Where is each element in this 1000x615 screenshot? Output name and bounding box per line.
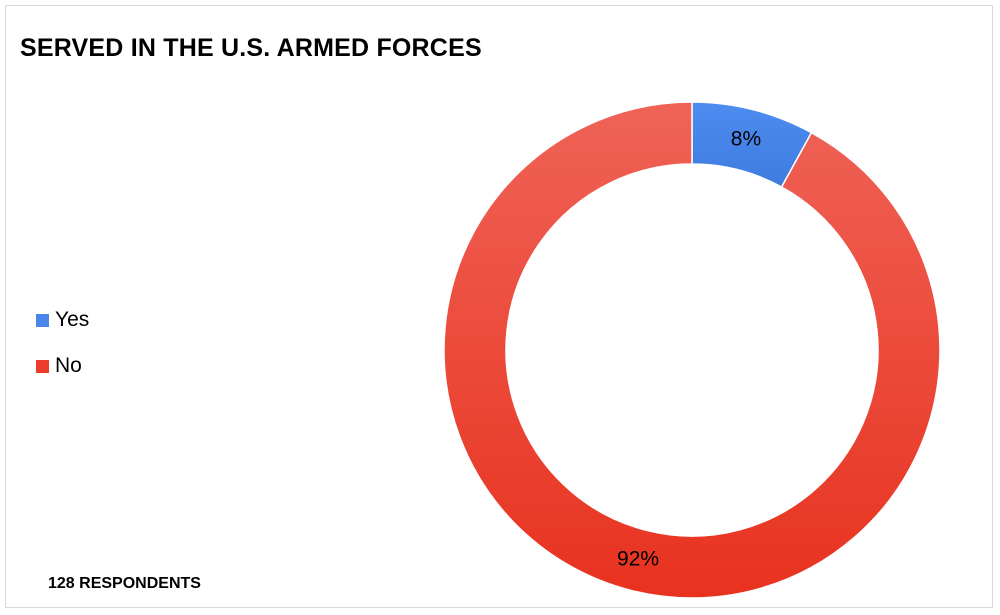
data-label-yes: 8% [731, 127, 761, 150]
legend-item-no: No [36, 354, 89, 378]
chart-title: SERVED IN THE U.S. ARMED FORCES [20, 34, 482, 62]
respondents-note: 128 RESPONDENTS [48, 575, 201, 592]
legend-label-yes: Yes [55, 308, 90, 331]
legend: Yes No [36, 308, 89, 400]
legend-swatch-yes [36, 313, 49, 327]
legend-item-yes: Yes [36, 308, 89, 332]
donut-slice-no [443, 101, 941, 599]
legend-swatch-no [36, 359, 49, 373]
legend-label-no: No [55, 354, 82, 377]
data-label-no: 92% [617, 548, 659, 571]
